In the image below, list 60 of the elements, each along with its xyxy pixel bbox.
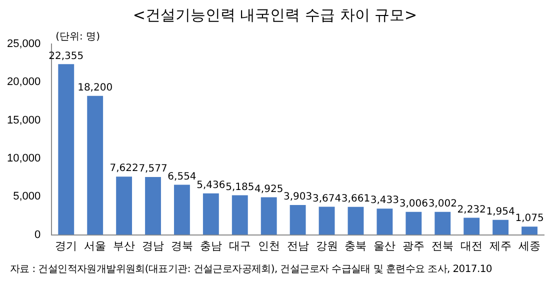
y-tick-label: 0 bbox=[34, 228, 41, 241]
x-tick-label: 대전 bbox=[460, 240, 483, 252]
bar bbox=[376, 208, 393, 235]
y-tick-label: 25,000 bbox=[6, 38, 41, 50]
data-label: 18,200 bbox=[78, 82, 113, 94]
bar bbox=[145, 176, 161, 235]
data-label: 3,002 bbox=[428, 198, 457, 210]
data-label: 3,674 bbox=[312, 193, 342, 204]
data-label: 5,436 bbox=[196, 180, 226, 191]
data-label: 3,903 bbox=[284, 192, 312, 203]
x-tick-label: 경기 bbox=[55, 240, 78, 252]
x-tick-label: 경북 bbox=[170, 240, 193, 252]
bar bbox=[58, 64, 74, 235]
chart-title: <건설기능인력 내국인력 수급 차이 규모> bbox=[132, 5, 418, 26]
bar bbox=[522, 226, 538, 235]
data-label: 4,925 bbox=[254, 184, 284, 195]
x-tick-label: 부산 bbox=[113, 240, 136, 252]
y-axis-title: (단위: 명) bbox=[56, 32, 100, 43]
x-tick-label: 세종 bbox=[518, 240, 541, 252]
data-label: 7,577 bbox=[138, 164, 168, 175]
bar bbox=[174, 184, 190, 235]
bar bbox=[232, 195, 248, 235]
x-tick-label: 인천 bbox=[258, 240, 280, 252]
bar bbox=[348, 206, 364, 235]
x-tick-label: 광주 bbox=[402, 240, 425, 252]
x-tick-label: 대구 bbox=[228, 240, 251, 252]
data-label: 7,622 bbox=[110, 163, 138, 174]
bar bbox=[202, 193, 219, 235]
x-tick-label: 서울 bbox=[84, 240, 106, 252]
data-label: 3,006 bbox=[399, 198, 428, 210]
bar bbox=[406, 212, 422, 235]
data-label: 6,554 bbox=[168, 171, 196, 182]
bar bbox=[464, 218, 480, 235]
data-label: 3,433 bbox=[370, 195, 400, 206]
x-tick-label: 전북 bbox=[432, 240, 454, 252]
data-label: 2,232 bbox=[457, 204, 486, 216]
x-tick-label: 강원 bbox=[316, 240, 338, 252]
bar bbox=[260, 197, 277, 235]
bar bbox=[290, 205, 306, 235]
y-tick-label: 15,000 bbox=[6, 114, 41, 126]
x-tick-label: 충북 bbox=[344, 240, 367, 252]
x-tick-label: 충남 bbox=[200, 240, 222, 252]
x-tick-label: 제주 bbox=[490, 240, 512, 252]
bar bbox=[434, 212, 451, 235]
bar bbox=[116, 176, 132, 235]
x-tick-label: 울산 bbox=[374, 240, 396, 252]
data-label: 1,075 bbox=[515, 213, 544, 224]
x-tick-label: 전남 bbox=[286, 240, 309, 252]
bar bbox=[492, 220, 509, 235]
y-tick-label: 20,000 bbox=[6, 76, 41, 88]
data-label: 22,355 bbox=[48, 50, 84, 62]
data-label: 5,185 bbox=[226, 182, 254, 193]
bar bbox=[87, 96, 104, 235]
data-label: 1,954 bbox=[486, 206, 515, 218]
y-tick-label: 10,000 bbox=[6, 152, 41, 165]
data-label: 3,661 bbox=[341, 193, 370, 204]
text: 자료 : 건설인적자원개발위원회(대표기관: 건설근로자공제회), 건설근로자 수급실태 및 훈련수요 조사, 2017.10 bbox=[9, 263, 493, 276]
y-tick-label: 5,000 bbox=[13, 190, 41, 203]
bar bbox=[318, 206, 335, 235]
x-tick-label: 경남 bbox=[142, 240, 164, 252]
